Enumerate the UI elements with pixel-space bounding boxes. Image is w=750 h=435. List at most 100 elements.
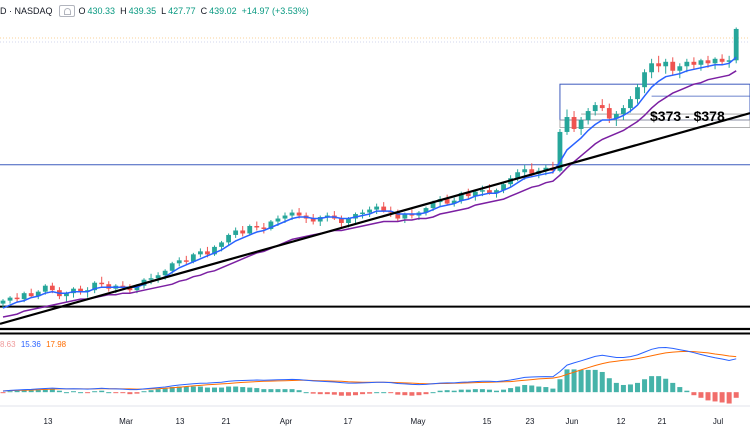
macd-histogram-bar bbox=[409, 392, 415, 396]
macd-histogram-bar bbox=[63, 392, 69, 394]
macd-histogram-bar bbox=[261, 389, 267, 393]
x-tick-label: 17 bbox=[344, 417, 353, 426]
candle-body bbox=[176, 260, 182, 264]
macd-histogram-bar bbox=[381, 392, 387, 394]
candle-body bbox=[374, 206, 380, 210]
candle-body bbox=[183, 260, 189, 262]
candle-body bbox=[480, 190, 485, 192]
macd-histogram-bar bbox=[465, 389, 471, 393]
candle-body bbox=[49, 285, 55, 291]
candle-body bbox=[317, 217, 323, 222]
macd-histogram-bar bbox=[78, 392, 84, 394]
alert-icon[interactable] bbox=[58, 5, 75, 17]
candle-body bbox=[14, 297, 20, 300]
x-tick-label: 13 bbox=[44, 417, 53, 426]
candle-body bbox=[472, 191, 478, 197]
low-key: L bbox=[161, 6, 167, 16]
candle-body bbox=[42, 285, 48, 292]
candle-body bbox=[599, 105, 605, 109]
candle-body bbox=[28, 293, 34, 297]
macd-histogram-bar bbox=[494, 390, 499, 393]
macd-histogram-bar bbox=[21, 390, 27, 393]
candle-body bbox=[712, 58, 718, 64]
candle-body bbox=[458, 193, 464, 201]
macd-histogram-bar bbox=[712, 392, 718, 402]
macd-histogram-bar bbox=[571, 369, 577, 393]
candle-body bbox=[705, 60, 711, 64]
open-value: 430.33 bbox=[87, 6, 116, 16]
candle-body bbox=[409, 214, 415, 216]
macd-histogram-bar bbox=[331, 392, 337, 395]
macd-histogram-bar bbox=[282, 389, 288, 393]
close-value: 439.02 bbox=[209, 6, 237, 16]
candle-body bbox=[198, 251, 203, 255]
macd-histogram-bar bbox=[338, 392, 344, 396]
macd-histogram-bar bbox=[649, 376, 655, 393]
macd-histogram-bar bbox=[219, 387, 225, 393]
candle-body bbox=[240, 230, 246, 234]
macd-histogram-bar bbox=[247, 387, 253, 393]
macd-histogram-bar bbox=[564, 369, 570, 393]
x-tick-label: 21 bbox=[658, 417, 667, 426]
candle-body bbox=[515, 172, 521, 179]
macd-histogram-bar bbox=[99, 390, 105, 393]
x-tick-label: Jun bbox=[566, 417, 579, 426]
candle-body bbox=[606, 108, 612, 119]
candle-body bbox=[64, 293, 69, 297]
macd-histogram-bar bbox=[289, 389, 295, 393]
macd-histogram-bar bbox=[444, 390, 450, 393]
macd-line-value: 15.36 bbox=[20, 340, 41, 349]
macd-histogram-bar bbox=[684, 390, 690, 393]
macd-histogram-bar bbox=[367, 392, 373, 394]
macd-histogram-bar bbox=[606, 378, 612, 393]
candle-body bbox=[155, 275, 161, 279]
candle-body bbox=[381, 206, 387, 212]
candle-body bbox=[494, 190, 499, 194]
macd-histogram-bar bbox=[226, 386, 232, 393]
macd-histogram-bar bbox=[388, 392, 394, 394]
macd-histogram-bar bbox=[7, 391, 13, 393]
candle-body bbox=[268, 221, 274, 229]
macd-histogram-bar bbox=[310, 392, 316, 394]
macd-histogram-bar bbox=[642, 379, 648, 393]
macd-histogram-bar bbox=[169, 387, 175, 393]
symbol-label[interactable]: D · NASDAQ bbox=[0, 6, 53, 16]
candle-body bbox=[99, 282, 105, 285]
x-tick-label: 12 bbox=[617, 417, 626, 426]
macd-histogram-bar bbox=[275, 389, 281, 393]
candle-body bbox=[592, 105, 598, 112]
macd-histogram-bar bbox=[550, 388, 556, 393]
macd-signal-value: 17.98 bbox=[46, 340, 67, 349]
macd-histogram-bar bbox=[416, 392, 422, 396]
macd-histogram-bar bbox=[190, 386, 196, 393]
macd-histogram-bar bbox=[719, 392, 725, 403]
ema-slow-line bbox=[2, 70, 737, 318]
macd-histogram-bar bbox=[233, 386, 239, 393]
candle-body bbox=[346, 218, 351, 224]
macd-histogram-bar bbox=[197, 386, 203, 393]
macd-histogram-bar bbox=[141, 391, 147, 393]
macd-histogram-bar bbox=[176, 386, 182, 393]
candle-body bbox=[642, 72, 647, 88]
macd-histogram-bar bbox=[458, 389, 464, 393]
high-value: 439.35 bbox=[128, 6, 157, 16]
candle-body bbox=[402, 214, 408, 219]
candle-body bbox=[395, 212, 401, 219]
candle-body bbox=[578, 120, 584, 129]
candle-body bbox=[226, 234, 231, 243]
macd-histogram-bar bbox=[620, 384, 626, 393]
macd-legend: 8.63 15.36 17.98 bbox=[0, 340, 69, 349]
candle-body bbox=[261, 227, 267, 229]
candle-body bbox=[120, 285, 126, 288]
candle-body bbox=[733, 28, 739, 61]
macd-histogram-bar bbox=[733, 392, 739, 398]
close-key: C bbox=[200, 6, 208, 16]
candle-body bbox=[585, 111, 591, 121]
macd-histogram-bar bbox=[0, 392, 6, 394]
macd-histogram-bar bbox=[578, 369, 584, 393]
candle-body bbox=[465, 193, 471, 197]
candle-body bbox=[247, 225, 253, 234]
